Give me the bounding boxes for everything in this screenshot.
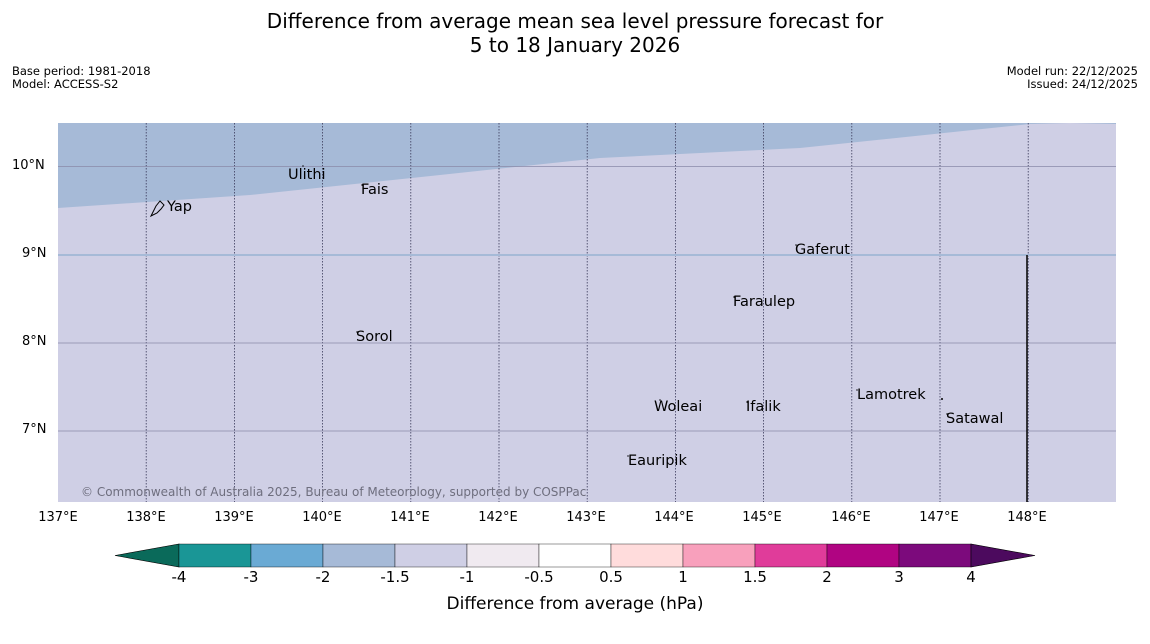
lon-label-139e: 139°E — [214, 510, 254, 525]
colorbar-segment — [466, 543, 540, 568]
title-line-2: 5 to 18 January 2026 — [469, 33, 681, 57]
lon-label-138e: 138°E — [126, 510, 166, 525]
colorbar-segment — [322, 543, 396, 568]
cb-tick-1: -4 — [171, 568, 187, 586]
issued-date: Issued: 24/12/2025 — [1027, 77, 1138, 91]
lat-label-10n: 10°N — [12, 158, 45, 173]
place-woleai: Woleai — [654, 399, 703, 415]
colorbar-left-arrow — [114, 543, 180, 568]
cb-tick-9: 1.5 — [743, 568, 767, 586]
lon-label-145e: 145°E — [742, 510, 782, 525]
cb-tick-4: -1.5 — [380, 568, 410, 586]
lon-label-142e: 142°E — [478, 510, 518, 525]
place-lamotrek: Lamotrek — [857, 387, 926, 403]
colorbar-segment — [250, 543, 324, 568]
title-line-1: Difference from average mean sea level p… — [266, 9, 884, 33]
colorbar-segment — [754, 543, 828, 568]
place-satawal: Satawal — [946, 411, 1004, 427]
colorbar-segment — [898, 543, 972, 568]
place-ulithi: Ulithi — [288, 167, 326, 183]
lon-label-144e: 144°E — [654, 510, 694, 525]
cb-tick-11: 3 — [894, 568, 904, 586]
lat-label-7n: 7°N — [22, 422, 47, 437]
lon-label-140e: 140°E — [302, 510, 342, 525]
colorbar-segment — [610, 543, 684, 568]
lon-label-147e: 147°E — [919, 510, 959, 525]
colorbar-segment — [826, 543, 900, 568]
colorbar — [114, 543, 1036, 568]
base-period: Base period: 1981-2018 — [12, 64, 151, 78]
chart-title: Difference from average mean sea level p… — [0, 9, 1150, 57]
place-fais: Fais — [361, 182, 389, 198]
colorbar-segment — [178, 543, 252, 568]
islet-dot — [941, 398, 943, 400]
lon-label-148e: 148°E — [1007, 510, 1047, 525]
colorbar-right-arrow — [970, 543, 1036, 568]
place-ifalik: Ifalik — [746, 399, 781, 415]
place-yap: Yap — [167, 199, 192, 215]
cb-tick-6: -0.5 — [524, 568, 554, 586]
copyright-notice: © Commonwealth of Australia 2025, Bureau… — [81, 485, 587, 499]
place-gaferut: Gaferut — [795, 242, 850, 258]
place-faraulep: Faraulep — [733, 294, 796, 310]
lon-label-143e: 143°E — [566, 510, 606, 525]
cb-tick-12: 4 — [966, 568, 976, 586]
cb-tick-8: 1 — [678, 568, 688, 586]
cb-tick-5: -1 — [459, 568, 475, 586]
model-name: Model: ACCESS-S2 — [12, 77, 119, 91]
meta-left: Base period: 1981-2018 Model: ACCESS-S2 — [12, 65, 151, 91]
colorbar-segment — [538, 543, 612, 568]
lat-label-9n: 9°N — [22, 246, 47, 261]
lon-label-141e: 141°E — [390, 510, 430, 525]
place-eauripik: Eauripik — [628, 453, 687, 469]
colorbar-label: Difference from average (hPa) — [446, 594, 704, 614]
gridlines — [58, 123, 1116, 502]
lat-label-8n: 8°N — [22, 334, 47, 349]
colorbar-segment — [682, 543, 756, 568]
lon-label-146e: 146°E — [831, 510, 871, 525]
cb-tick-7: 0.5 — [599, 568, 623, 586]
cb-tick-3: -2 — [315, 568, 331, 586]
place-sorol: Sorol — [356, 329, 393, 345]
cb-tick-2: -3 — [243, 568, 259, 586]
meta-right: Model run: 22/12/2025 Issued: 24/12/2025 — [1007, 65, 1138, 91]
colorbar-segment — [394, 543, 468, 568]
lon-label-137e: 137°E — [38, 510, 78, 525]
cb-tick-10: 2 — [822, 568, 832, 586]
model-run: Model run: 22/12/2025 — [1006, 64, 1138, 78]
yap-island-shape — [149, 200, 165, 218]
